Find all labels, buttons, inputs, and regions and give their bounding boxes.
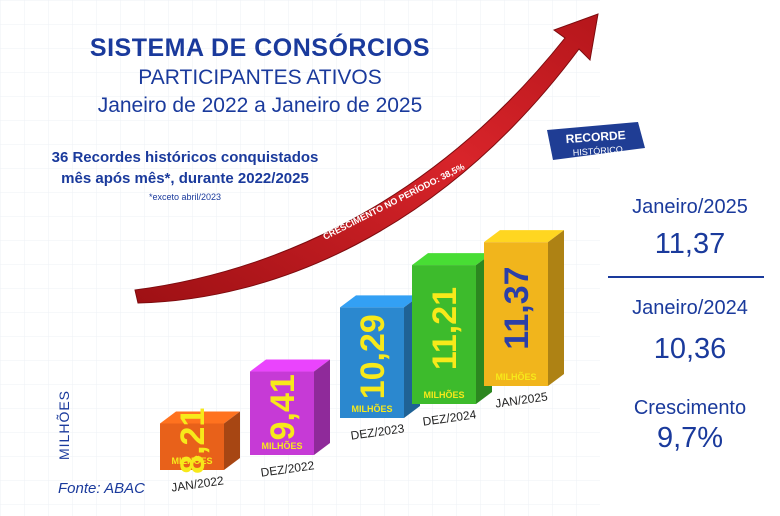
record-badge: RECORDE HISTÓRICO [547,122,645,160]
records-line-1: 36 Recordes históricos conquistados [51,149,319,166]
records-line-2: mês após mês*, durante 2022/2025 [61,170,309,187]
source-credit: Fonte: ABAC [58,480,145,497]
bar-top-5 [484,230,564,243]
bar-value-label-5: 11,37 [498,266,536,349]
bar-front-1 [160,423,224,470]
y-axis-label: MILHÕES [56,389,72,461]
side-value-jan-2024: 10,36 [653,333,727,365]
chart-period: Janeiro de 2022 a Janeiro de 2025 [97,94,423,117]
bar-side-2 [314,359,330,455]
bar-front-5 [484,242,548,386]
side-value-jan-2025: 11,37 [654,228,726,260]
bar-side-5 [548,230,564,386]
bar-unit-label-4: MILHÕES [423,390,464,400]
records-footnote: *exceto abril/2023 [148,192,222,202]
bar-top-2 [250,359,330,372]
bar-front-3 [340,307,404,418]
bar-unit-label-5: MILHÕES [495,372,536,382]
side-label-jan-2024: Janeiro/2024 [632,297,748,319]
bar-top-1 [160,411,240,424]
bar-unit-label-3: MILHÕES [351,404,392,414]
bar-front-2 [250,371,314,455]
bar-side-1 [224,411,240,470]
bar-top-4 [412,253,492,266]
bar-value-label-3: 10,29 [354,314,392,399]
bar-unit-label-2: MILHÕES [261,441,302,451]
badge-line2: HISTÓRICO [572,144,623,157]
growth-arrow [134,13,599,304]
side-label-jan-2025: Janeiro/2025 [632,196,748,218]
side-divider [608,276,764,278]
badge-line1: RECORDE [565,128,626,146]
bar-unit-label-1: MILHÕES [171,456,212,466]
chart-subtitle: PARTICIPANTES ATIVOS [138,66,382,89]
bar-top-3 [340,295,420,308]
side-value-growth: 9,7% [656,422,724,454]
bar-value-label-1: 8,21 [174,408,212,474]
bar-value-label-4: 11,21 [426,287,464,370]
bar-value-label-2: 9,41 [264,374,302,440]
side-label-growth: Crescimento [633,397,747,419]
chart-title: SISTEMA DE CONSÓRCIOS [89,34,431,62]
bar-front-4 [412,265,476,404]
